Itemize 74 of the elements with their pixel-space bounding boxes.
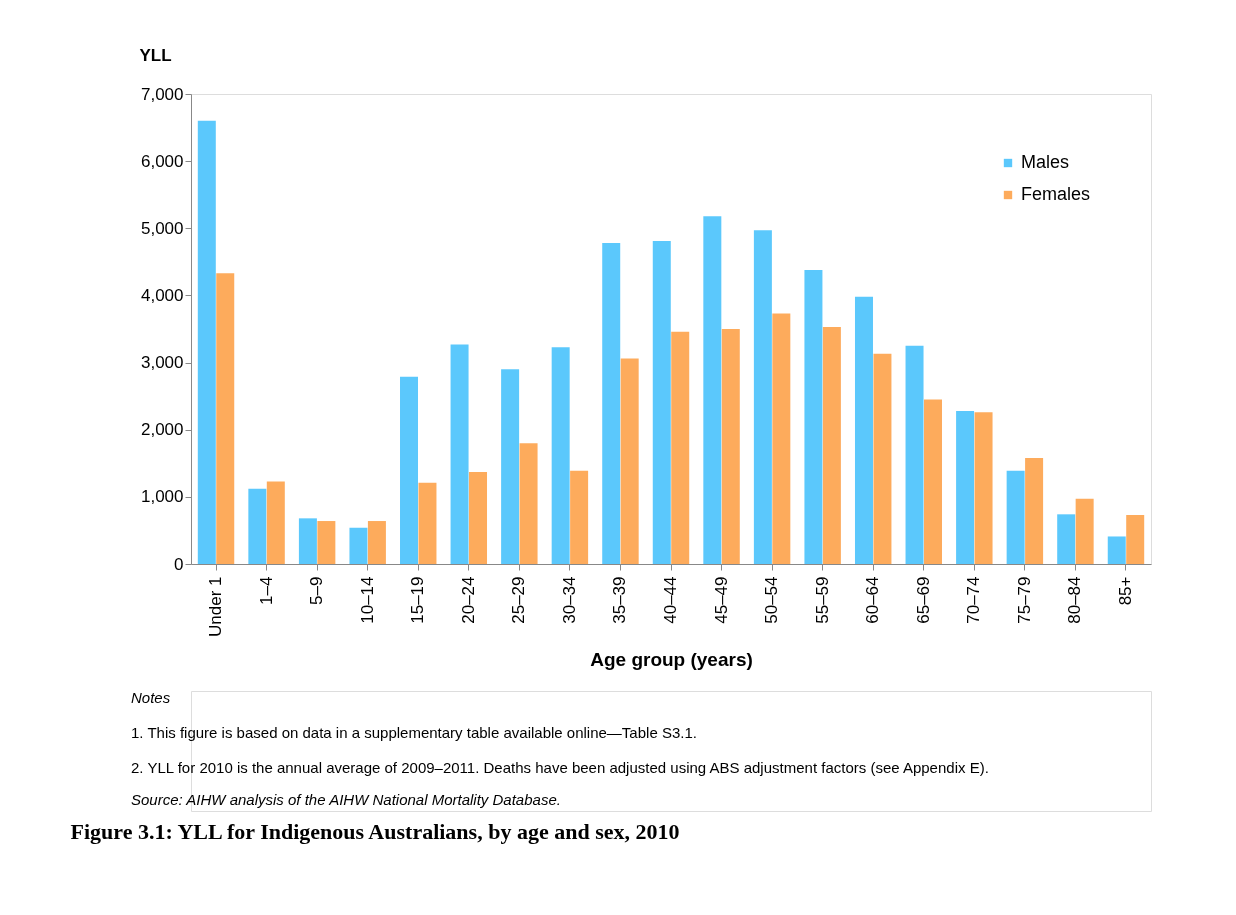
bar bbox=[216, 273, 235, 564]
bar bbox=[1126, 514, 1145, 564]
bar bbox=[298, 518, 317, 564]
bar bbox=[620, 358, 639, 564]
bar bbox=[266, 481, 285, 564]
x-tick-label: 80–84 bbox=[1065, 576, 1085, 624]
y-tick-label: 0 bbox=[174, 554, 184, 574]
text: 1. This figure is based on data in a supplementary table available online—Table S3.1. bbox=[131, 724, 697, 742]
bar bbox=[974, 412, 993, 564]
bar bbox=[418, 482, 437, 564]
bar bbox=[197, 120, 216, 564]
bar bbox=[450, 344, 469, 564]
x-tick-label: 10–14 bbox=[357, 576, 377, 624]
bar bbox=[923, 399, 942, 564]
bar bbox=[854, 296, 873, 564]
text: Figure 3.1: YLL for Indigenous Australians, by age and sex, 2010 bbox=[70, 818, 680, 844]
x-tick-label: 25–29 bbox=[509, 576, 529, 624]
x-tick-label: 65–69 bbox=[913, 576, 933, 624]
x-tick-label: 55–59 bbox=[812, 576, 832, 624]
x-tick-label: 5–9 bbox=[307, 576, 327, 605]
bar bbox=[367, 521, 386, 564]
bar bbox=[1107, 536, 1126, 564]
bar bbox=[1006, 470, 1025, 564]
x-tick-label: Under 1 bbox=[206, 576, 226, 637]
bar bbox=[602, 243, 621, 564]
x-tick-label: 20–24 bbox=[458, 576, 478, 624]
bar bbox=[551, 347, 570, 564]
bar bbox=[1075, 498, 1094, 564]
y-tick-label: 6,000 bbox=[140, 151, 184, 171]
bar bbox=[721, 329, 740, 564]
bar bbox=[570, 470, 589, 564]
y-tick-label: 4,000 bbox=[140, 285, 184, 305]
text: Notes bbox=[131, 689, 171, 706]
bar bbox=[822, 326, 841, 564]
legend-label: Males bbox=[1021, 152, 1070, 172]
y-tick-label: 3,000 bbox=[140, 353, 184, 373]
bar bbox=[400, 376, 419, 564]
y-axis-title: YLL bbox=[139, 45, 172, 65]
x-tick-label: 75–79 bbox=[1014, 576, 1034, 624]
text: 2. YLL for 2010 is the annual average of 2009–2011. Deaths have been adjusted using ABS adjustment factors (see Appendix E). bbox=[131, 759, 989, 777]
y-tick-label: 5,000 bbox=[140, 218, 184, 238]
bar bbox=[652, 241, 671, 564]
bar bbox=[703, 216, 722, 564]
bar bbox=[1057, 514, 1076, 564]
x-tick-label: 35–39 bbox=[610, 576, 630, 624]
source-note: Source: AIHW analysis of the AIHW National Mortality Database. bbox=[131, 790, 561, 808]
y-tick-label: 7,000 bbox=[140, 84, 184, 104]
bar bbox=[317, 521, 336, 564]
bar bbox=[671, 331, 690, 564]
y-tick-label: 1,000 bbox=[140, 487, 184, 507]
y-tick-label: 2,000 bbox=[140, 420, 184, 440]
x-tick-label: 70–74 bbox=[964, 576, 984, 624]
x-tick-label: 40–44 bbox=[661, 576, 680, 624]
x-tick-label: 1–4 bbox=[256, 576, 276, 605]
bar bbox=[349, 527, 368, 564]
x-tick-label: 60–64 bbox=[863, 576, 883, 624]
bar bbox=[469, 472, 488, 564]
x-axis-title: Age group (years) bbox=[590, 648, 753, 670]
x-tick-label: 85+ bbox=[1115, 576, 1135, 606]
bar bbox=[905, 345, 924, 564]
legend-label: Females bbox=[1021, 184, 1091, 204]
bar bbox=[501, 369, 520, 564]
bar bbox=[1025, 457, 1044, 564]
bar bbox=[956, 410, 975, 564]
x-tick-label: 30–34 bbox=[559, 576, 579, 624]
bar bbox=[772, 313, 791, 564]
bar bbox=[519, 443, 538, 564]
x-tick-label: 15–19 bbox=[408, 576, 428, 624]
bar bbox=[248, 488, 267, 564]
bar bbox=[753, 230, 772, 564]
x-tick-label: 50–54 bbox=[762, 576, 782, 624]
x-tick-label: 45–49 bbox=[711, 576, 731, 624]
bar bbox=[873, 353, 892, 564]
bar bbox=[804, 269, 823, 564]
